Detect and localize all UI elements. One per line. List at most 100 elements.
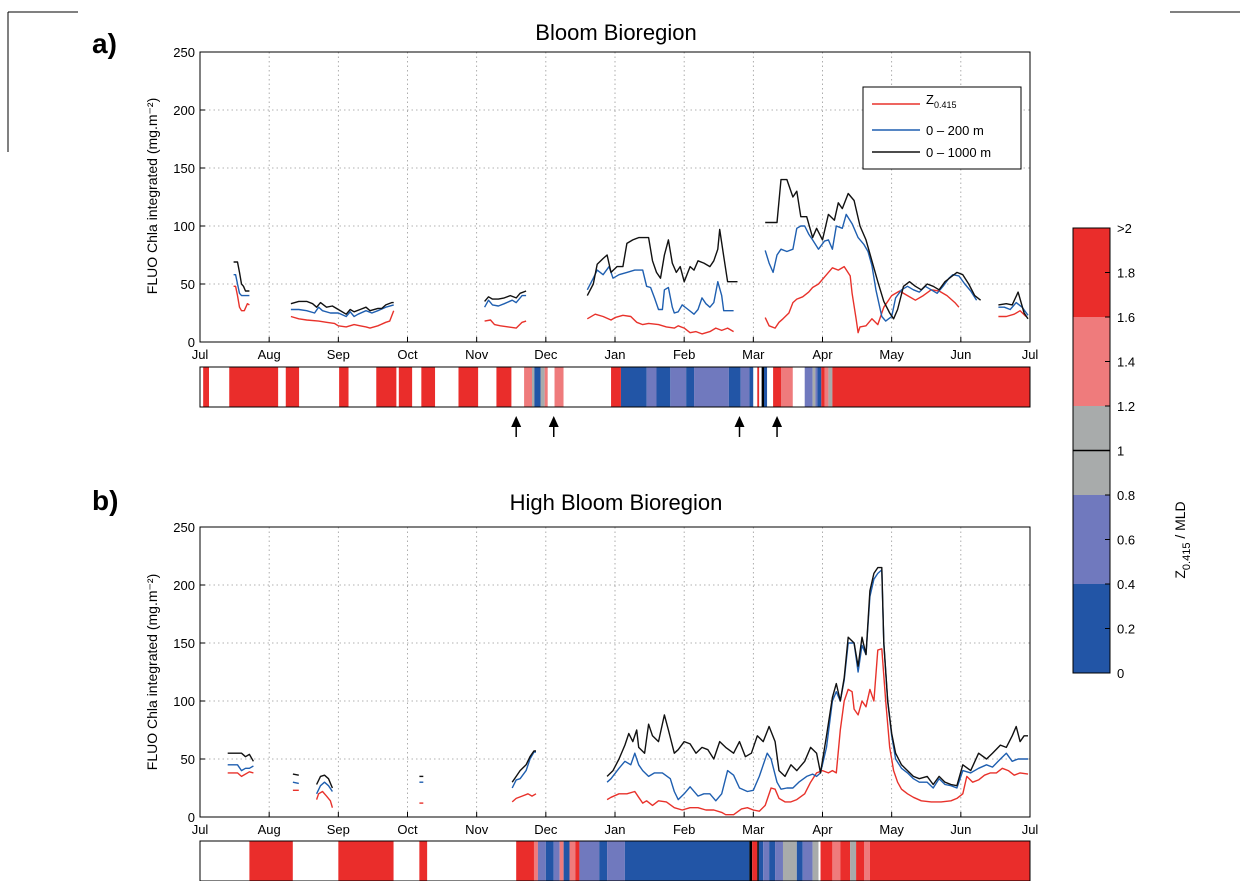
y-tick-label: 150	[173, 161, 195, 176]
strip-segment	[534, 367, 541, 407]
strip-segment	[821, 367, 825, 407]
colorbar-tick-label: 1.4	[1117, 355, 1135, 370]
colorbar-band	[1073, 228, 1110, 317]
strip-segment	[412, 367, 422, 407]
x-tick-label: Jul	[1022, 822, 1039, 837]
strip-segment	[764, 367, 768, 407]
x-tick-label: Sep	[327, 347, 350, 362]
strip-segment	[339, 367, 349, 407]
series-line-z	[315, 790, 334, 808]
y-tick-label: 200	[173, 103, 195, 118]
strip-segment	[209, 367, 230, 407]
event-arrow	[734, 416, 745, 437]
x-tick-label: Dec	[534, 822, 558, 837]
strip-segment	[292, 841, 339, 881]
y-tick-label: 50	[181, 752, 195, 767]
panel-a: a) Bloom Bioregion FLUO Chla integrated …	[92, 20, 1038, 437]
strip-segment	[537, 841, 546, 881]
y-tick-label: 50	[181, 277, 195, 292]
series-line-z	[227, 771, 254, 778]
strip-segment	[656, 367, 671, 407]
series-line-m1000	[606, 566, 1028, 787]
colorbar-tick-label: 0.8	[1117, 488, 1135, 503]
series-line-m1000	[998, 291, 1029, 320]
strip-segment	[511, 367, 525, 407]
panel-b-ratio-strip	[199, 840, 1031, 881]
strip-segment	[605, 367, 612, 407]
series-line-m200	[227, 764, 254, 772]
x-tick-label: Sep	[327, 822, 350, 837]
strip-segment	[840, 841, 851, 881]
strip-segment	[553, 841, 560, 881]
strip-segment	[496, 367, 512, 407]
x-tick-label: Feb	[673, 347, 695, 362]
colorbar-tick-label: >2	[1117, 221, 1132, 236]
legend-label-z: Z0.415	[926, 92, 956, 110]
event-arrow	[772, 416, 783, 437]
strip-segment	[817, 367, 822, 407]
x-tick-label: Jul	[192, 347, 209, 362]
strip-segment	[812, 367, 816, 407]
x-tick-label: Jun	[950, 347, 971, 362]
y-tick-label: 0	[188, 810, 195, 825]
strip-segment	[559, 841, 564, 881]
x-tick-label: Oct	[397, 822, 418, 837]
strip-segment	[278, 367, 286, 407]
panel-a-ylabel: FLUO Chla integrated (mg.m⁻²)	[144, 98, 160, 294]
x-tick-label: Apr	[812, 822, 833, 837]
y-tick-label: 100	[173, 694, 195, 709]
strip-segment	[599, 841, 608, 881]
strip-segment	[393, 841, 420, 881]
strip-frame	[199, 840, 1031, 881]
panel-b: b) High Bloom Bioregion FLUO Chla integr…	[92, 485, 1038, 881]
colorbar-tick-label: 1	[1117, 444, 1124, 459]
strip-segment	[749, 367, 754, 407]
panel-b-title: High Bloom Bioregion	[510, 490, 723, 515]
colorbar-tick-label: 0	[1117, 666, 1124, 681]
series-line-m1000	[292, 773, 299, 776]
strip-segment	[200, 841, 250, 881]
x-tick-label: May	[879, 347, 904, 362]
strip-segment	[869, 841, 1030, 881]
legend: Z0.415 0 – 200 m 0 – 1000 m	[862, 86, 1022, 170]
strip-segment	[686, 367, 695, 407]
y-tick-label: 100	[173, 219, 195, 234]
panel-b-grid	[200, 527, 1030, 817]
panel-a-label: a)	[92, 28, 117, 59]
x-tick-label: Jul	[1022, 347, 1039, 362]
x-tick-label: Mar	[742, 347, 765, 362]
x-tick-label: Jul	[192, 822, 209, 837]
strip-segment	[758, 841, 764, 881]
series-line-z	[484, 319, 527, 329]
y-tick-label: 150	[173, 636, 195, 651]
strip-segment	[299, 367, 340, 407]
x-tick-label: May	[879, 822, 904, 837]
strip-segment	[815, 367, 818, 407]
legend-box	[862, 86, 1022, 170]
strip-segment	[759, 367, 762, 407]
strip-segment	[820, 841, 833, 881]
strip-segment	[832, 367, 1030, 407]
strip-segment	[824, 367, 829, 407]
strip-segment	[563, 841, 570, 881]
x-tick-label: Oct	[397, 347, 418, 362]
strip-segment	[435, 367, 459, 407]
strip-segment	[818, 841, 821, 881]
strip-segment	[757, 367, 760, 407]
strip-segment	[752, 841, 758, 881]
series-line-m200	[606, 569, 1028, 802]
series-line-m1000	[290, 300, 394, 315]
panel-a-series	[233, 178, 1029, 335]
series-line-m200	[483, 294, 527, 308]
series-line-m1000	[233, 261, 250, 292]
series-line-z	[606, 648, 1029, 816]
y-tick-label: 0	[188, 335, 195, 350]
colorbar-ticks: 0 0.2 0.4 0.6 0.8 1 1.2 1.4 1.6 1.8 >2	[1105, 221, 1135, 681]
strip-segment	[563, 367, 606, 407]
panel-a-arrows	[511, 416, 783, 437]
series-line-m200	[315, 781, 333, 795]
x-tick-label: Feb	[673, 822, 695, 837]
strip-segment	[670, 367, 687, 407]
strip-segment	[828, 367, 833, 407]
